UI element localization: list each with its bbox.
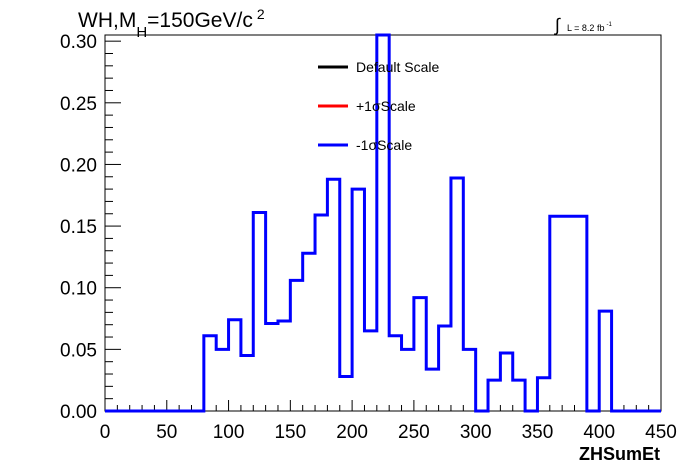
x-tick-label: 150 bbox=[274, 422, 306, 443]
lumi-label: L = 8.2 fb -1 bbox=[567, 22, 612, 33]
x-tick-label: 50 bbox=[156, 422, 177, 443]
y-tick-label: 0.15 bbox=[60, 217, 97, 238]
y-tick-label: 0.25 bbox=[60, 94, 97, 115]
x-tick-label: 100 bbox=[213, 422, 245, 443]
x-tick-label: 250 bbox=[398, 422, 430, 443]
x-tick-label: 300 bbox=[460, 422, 492, 443]
y-tick-label: 0.20 bbox=[60, 155, 97, 176]
y-tick-label: 0.05 bbox=[60, 340, 97, 361]
y-tick-label: 0.30 bbox=[60, 32, 97, 53]
lumi-integral: ∫ bbox=[553, 15, 561, 35]
y-tick-label: 0.00 bbox=[60, 402, 97, 423]
x-tick-label: 0 bbox=[100, 422, 111, 443]
x-axis-title: ZHSumEt bbox=[579, 444, 660, 464]
legend-label-default: Default Scale bbox=[356, 59, 439, 75]
x-tick-label: 450 bbox=[645, 422, 677, 443]
title-rest: =150GeV/c bbox=[147, 9, 253, 32]
title-main: WH,M bbox=[78, 9, 136, 32]
x-tick-label: 350 bbox=[522, 422, 554, 443]
lumi-superscript: -1 bbox=[606, 22, 612, 28]
title-subscript: H bbox=[136, 24, 147, 41]
x-tick-label: 400 bbox=[583, 422, 615, 443]
chart-title: WH,MH=150GeV/c 2 bbox=[78, 6, 265, 41]
plot-frame bbox=[104, 34, 662, 412]
legend-label-plus: +1σScale bbox=[356, 98, 416, 114]
title-superscript: 2 bbox=[257, 6, 265, 22]
legend-label-minus: -1σScale bbox=[356, 137, 412, 153]
x-tick-label: 200 bbox=[336, 422, 368, 443]
legend: Default Scale +1σScale -1σScale bbox=[318, 59, 439, 153]
histogram-series-minus-1-sigma bbox=[105, 33, 661, 413]
y-tick-label: 0.10 bbox=[60, 279, 97, 300]
lumi-text: L = 8.2 fb bbox=[567, 23, 604, 33]
